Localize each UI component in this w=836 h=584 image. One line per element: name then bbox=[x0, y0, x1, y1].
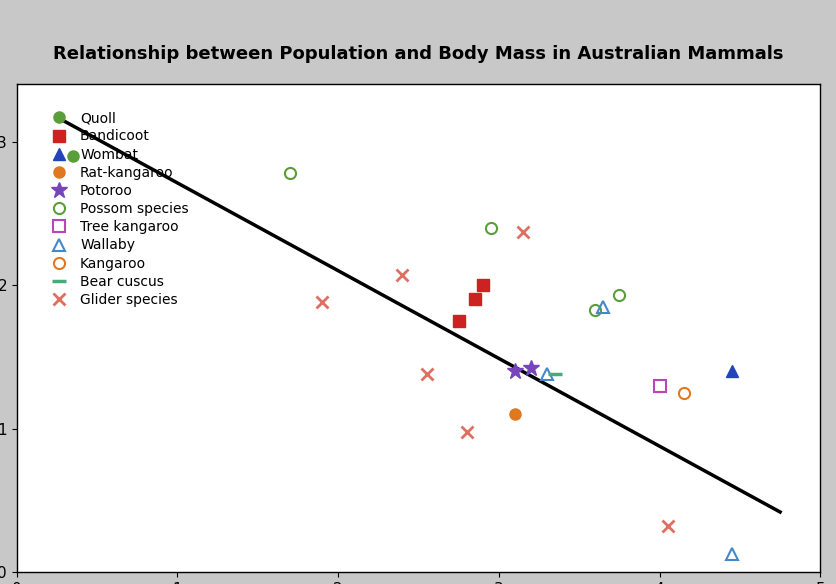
Text: Relationship between Population and Body Mass in Australian Mammals: Relationship between Population and Body… bbox=[54, 45, 782, 63]
Legend: Quoll, Bandicoot, Wombat, Rat-kangaroo, Potoroo, Possom species, Tree kangaroo, : Quoll, Bandicoot, Wombat, Rat-kangaroo, … bbox=[39, 106, 194, 312]
